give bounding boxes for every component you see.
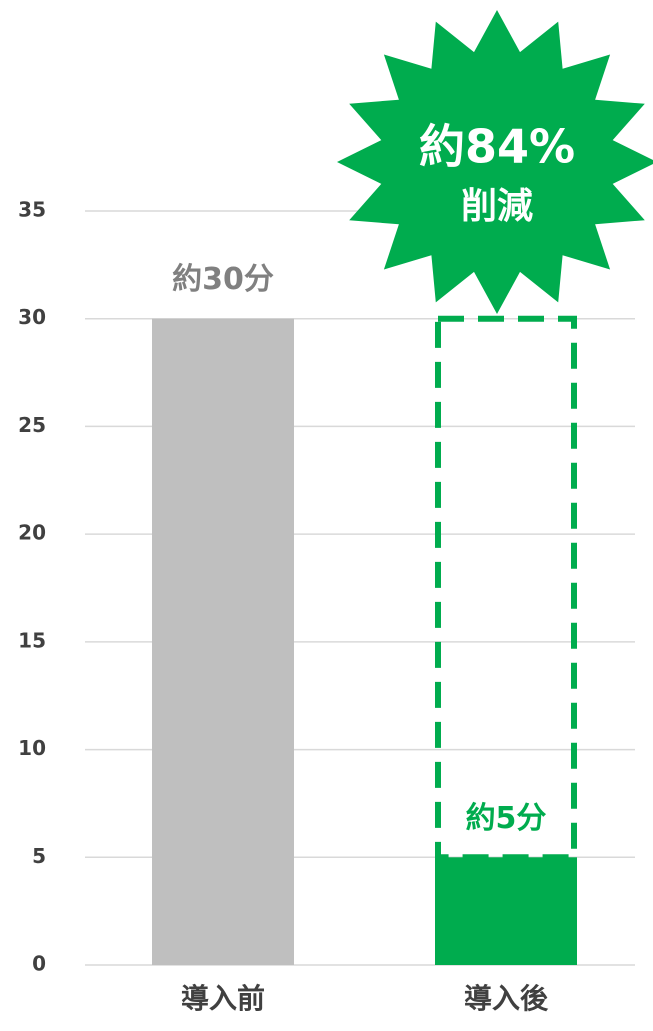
bar	[152, 318, 294, 965]
annotation: 削減	[461, 186, 533, 227]
y-tick-label: 30	[18, 305, 46, 329]
y-tick-label: 20	[18, 521, 46, 545]
value-label: 約5分	[466, 801, 547, 836]
x-tick-label: 導入前	[181, 982, 265, 1015]
y-tick-label: 15	[18, 628, 46, 652]
y-tick-label: 10	[18, 736, 46, 760]
x-tick-label: 導入後	[464, 982, 549, 1015]
y-tick-label: 0	[32, 952, 46, 976]
value-label: 約30分	[172, 262, 274, 297]
annotation: 約84%	[419, 120, 575, 174]
y-tick-label: 35	[18, 198, 46, 222]
bar	[435, 857, 577, 965]
y-tick-label: 25	[18, 413, 46, 437]
y-tick-label: 5	[32, 844, 46, 868]
starburst	[337, 10, 653, 314]
reference-outline	[435, 315, 577, 861]
